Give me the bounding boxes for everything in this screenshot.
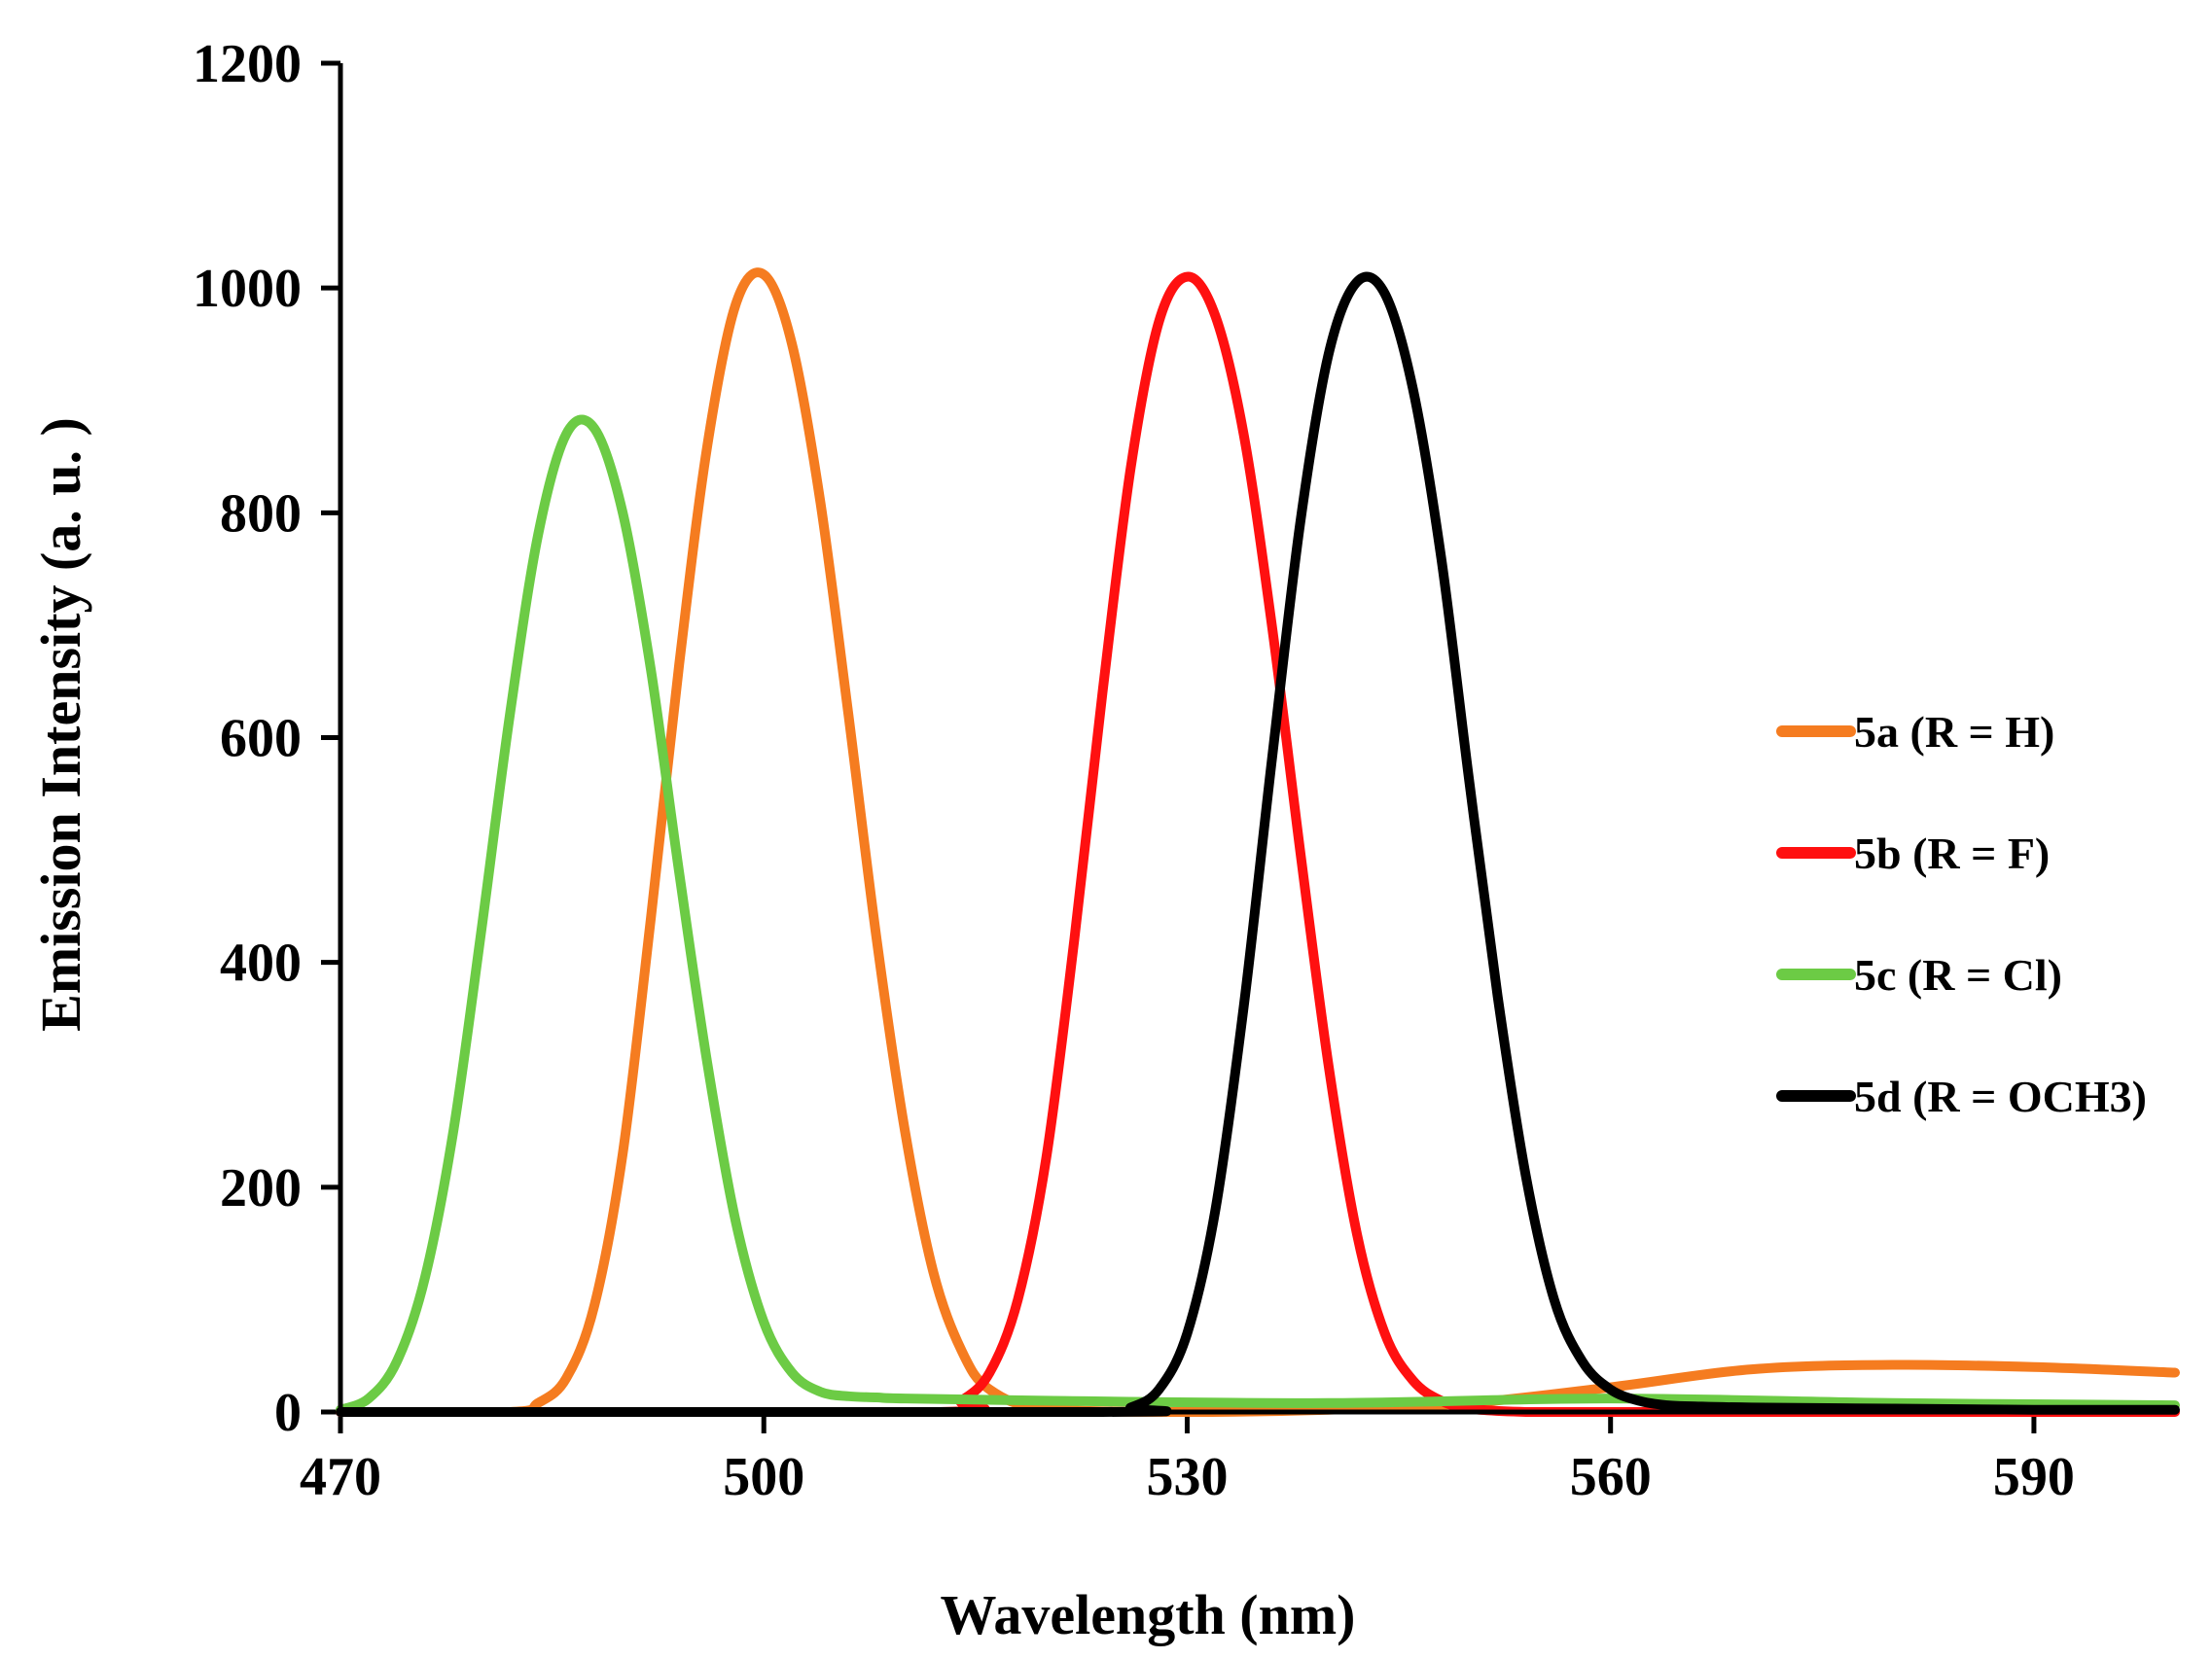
legend-label: 5a (R = H)	[1854, 707, 2054, 757]
y-tick-label: 600	[220, 709, 302, 769]
x-tick-label: 530	[1146, 1447, 1228, 1507]
y-tick-label: 0	[274, 1383, 302, 1443]
y-tick-label: 1200	[193, 34, 302, 94]
series-line-2	[336, 271, 2180, 1418]
y-axis-title: Emission Intensity (a. u. )	[29, 417, 92, 1032]
x-axis-ticks: 470 500 530 560 590	[300, 1412, 2075, 1507]
series-line-3	[336, 414, 2180, 1415]
x-axis-title: Wavelength (nm)	[941, 1583, 1356, 1646]
y-tick-label: 1000	[193, 259, 302, 319]
y-tick-label: 800	[220, 483, 302, 544]
legend-label: 5d (R = OCH3)	[1854, 1072, 2147, 1121]
y-tick-label: 200	[220, 1158, 302, 1218]
legend-label: 5c (R = Cl)	[1854, 950, 2062, 1000]
legend: 5a (R = H) 5b (R = F) 5c (R = Cl) 5d (R = O…	[1776, 707, 2147, 1121]
y-tick-label: 400	[220, 934, 302, 994]
series-line-4	[336, 271, 2180, 1418]
legend-label: 5b (R = F)	[1854, 829, 2050, 878]
x-tick-label: 470	[300, 1447, 381, 1507]
x-tick-label: 500	[723, 1447, 804, 1507]
x-tick-label: 590	[1993, 1447, 2075, 1507]
y-axis-ticks: 0 200 400 600 800 1000 1200	[193, 34, 340, 1443]
series-lines	[336, 267, 2180, 1418]
x-tick-label: 560	[1570, 1447, 1652, 1507]
series-line-1	[336, 267, 2180, 1418]
